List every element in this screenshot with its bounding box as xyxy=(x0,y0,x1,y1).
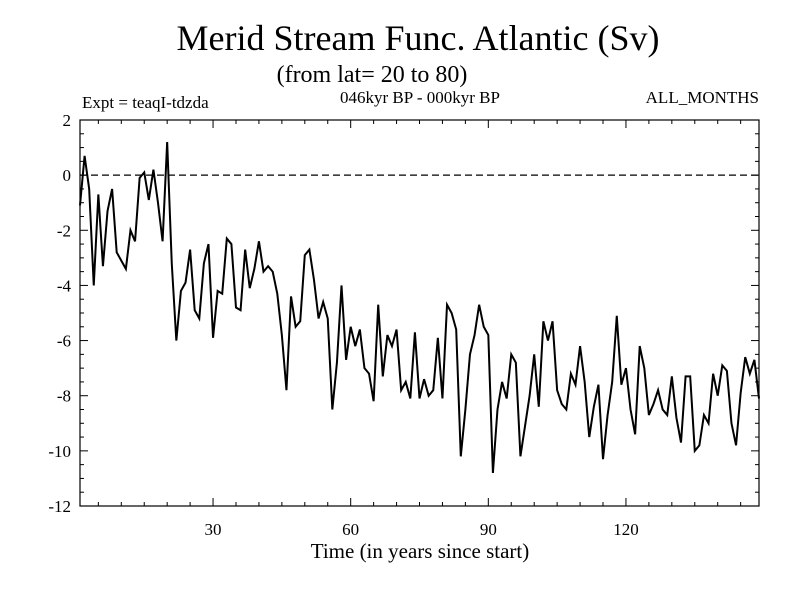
period-label: 046kyr BP - 000kyr BP xyxy=(340,88,500,107)
y-tick-label: -4 xyxy=(57,276,72,295)
series-line xyxy=(79,142,760,473)
x-tick-label: 120 xyxy=(613,520,639,539)
y-tick-label: 0 xyxy=(63,166,72,185)
y-tick-label: 2 xyxy=(63,111,72,130)
y-tick-label: -6 xyxy=(57,332,71,351)
plot-frame xyxy=(79,119,760,507)
y-tick-label: -12 xyxy=(48,497,71,516)
y-axis: 2 0 -2 -4 -6 -8 -10 -12 xyxy=(48,111,759,516)
x-tick-label: 90 xyxy=(480,520,497,539)
months-label: ALL_MONTHS xyxy=(646,88,759,107)
chart-title: Merid Stream Func. Atlantic (Sv) xyxy=(177,18,660,58)
y-tick-label: -2 xyxy=(57,221,71,240)
series-group xyxy=(79,142,760,473)
y-tick-label: -10 xyxy=(48,442,71,461)
experiment-label: Expt = teaqI-tdzda xyxy=(82,93,209,112)
x-axis: 30 60 90 120 xyxy=(97,120,742,539)
y-tick-label: -8 xyxy=(57,387,71,406)
chart-subtitle: (from lat= 20 to 80) xyxy=(277,62,468,88)
x-axis-label: Time (in years since start) xyxy=(311,539,530,563)
x-tick-label: 60 xyxy=(342,520,359,539)
x-tick-label: 30 xyxy=(205,520,222,539)
